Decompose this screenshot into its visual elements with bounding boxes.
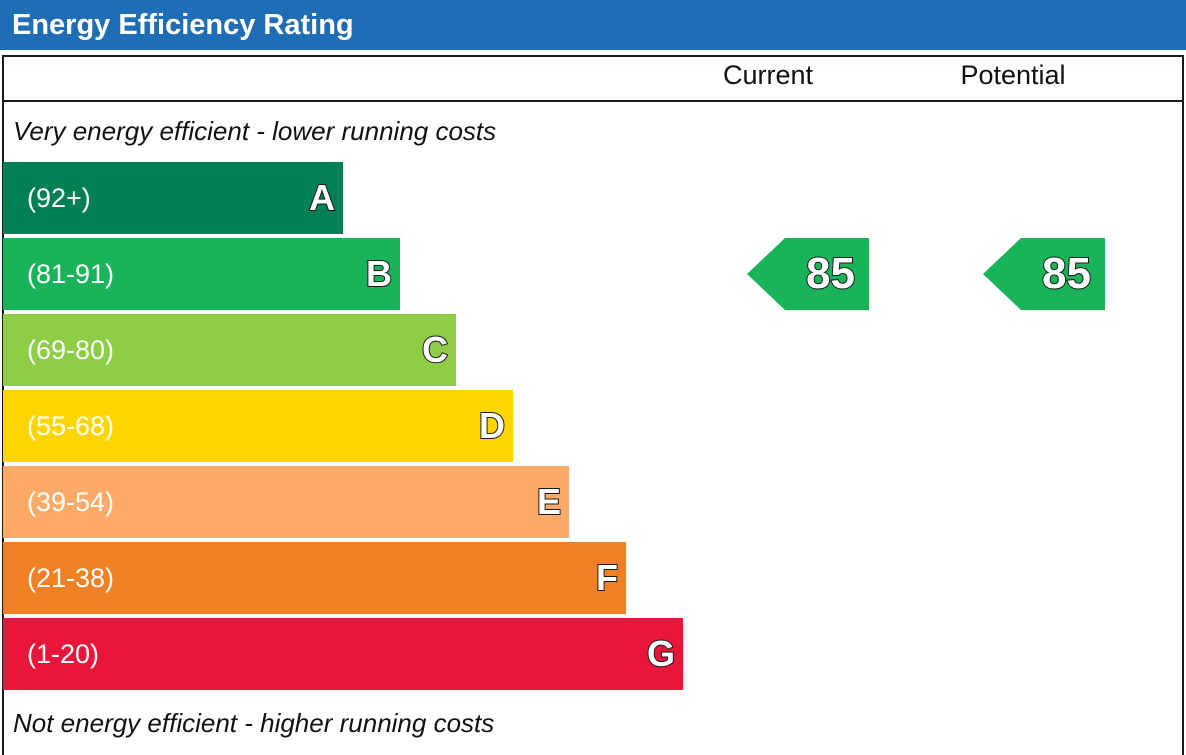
potential-rating-indicator: 85: [983, 238, 1105, 310]
band-c: (69-80) C: [3, 314, 456, 386]
band-range-label: (92+): [27, 183, 91, 213]
potential-arrow-shape: [983, 238, 1105, 310]
current-rating-value: 85: [805, 248, 856, 299]
band-g: (1-20) G: [3, 618, 683, 690]
top-note: Very energy efficient - lower running co…: [13, 116, 497, 146]
potential-column-header: Potential: [960, 60, 1066, 90]
band-range-label: (1-20): [27, 639, 100, 669]
band-letter-label: A: [308, 176, 336, 219]
band-e: (39-54) E: [3, 466, 569, 538]
bottom-note: Not energy efficient - higher running co…: [13, 708, 495, 738]
band-letter-label: C: [421, 328, 449, 371]
band-letter-label: E: [536, 480, 562, 523]
band-range-label: (55-68): [27, 411, 115, 441]
band-a: (92+) A: [3, 162, 343, 234]
band-letter-label: D: [478, 404, 506, 447]
band-f: (21-38) F: [3, 542, 626, 614]
current-arrow-shape: [747, 238, 869, 310]
band-range-label: (21-38): [27, 563, 115, 593]
band-range-label: (39-54): [27, 487, 115, 517]
band-d: (55-68) D: [3, 390, 513, 462]
column-header-divider: [2, 100, 1184, 102]
current-column-header: Current: [722, 60, 814, 90]
potential-rating-value: 85: [1041, 248, 1092, 299]
band-letter-label: F: [595, 556, 619, 599]
band-range-label: (81-91): [27, 259, 115, 289]
band-range-label: (69-80): [27, 335, 115, 365]
band-letter-label: G: [646, 632, 676, 675]
band-letter-label: B: [365, 252, 393, 295]
current-rating-indicator: 85: [747, 238, 869, 310]
chart-title: Energy Efficiency Rating: [0, 0, 1186, 50]
band-b: (81-91) B: [3, 238, 400, 310]
